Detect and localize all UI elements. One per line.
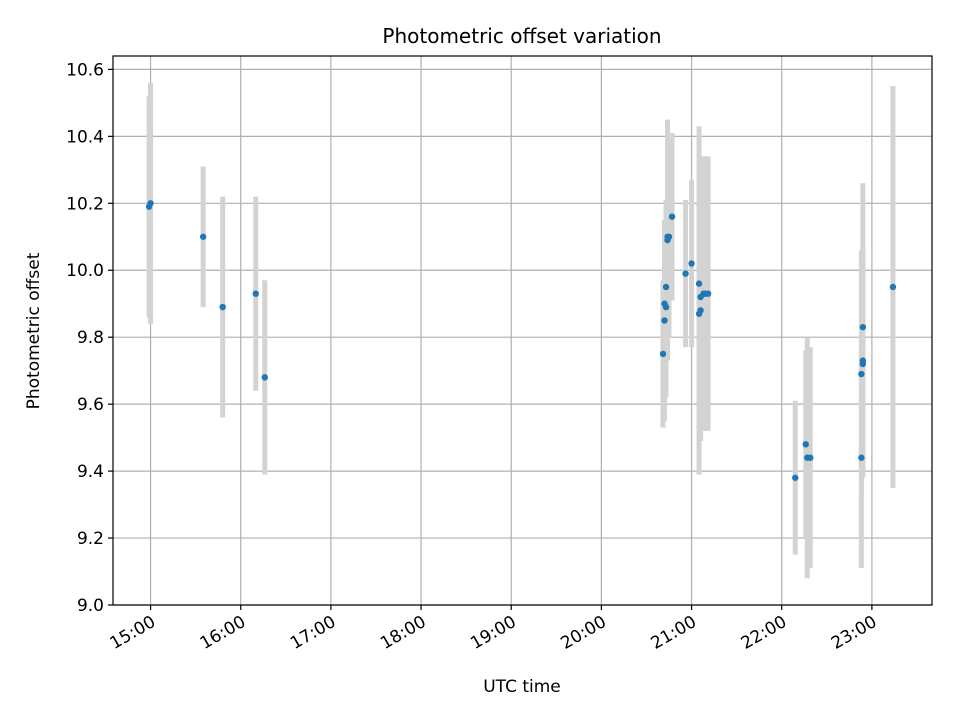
x-tick-label: 20:00 xyxy=(557,612,609,654)
data-point xyxy=(668,213,676,220)
y-tick-label: 10.4 xyxy=(66,127,104,147)
y-tick-label: 9.8 xyxy=(77,328,104,348)
data-point xyxy=(859,323,867,331)
chart-title: Photometric offset variation xyxy=(382,24,661,48)
data-point xyxy=(807,454,814,461)
data-point xyxy=(697,307,704,314)
x-tick-label: 18:00 xyxy=(377,612,429,654)
data-point xyxy=(661,317,668,324)
data-point xyxy=(199,233,207,240)
data-point xyxy=(695,280,703,287)
y-axis-title: Photometric offset xyxy=(24,252,44,409)
y-tick-label: 10.0 xyxy=(66,261,104,281)
data-point xyxy=(261,374,268,381)
data-point xyxy=(659,350,667,358)
data-points xyxy=(145,200,897,481)
data-point xyxy=(662,283,670,291)
data-point xyxy=(147,200,154,207)
data-point xyxy=(889,283,897,291)
data-point xyxy=(682,270,689,277)
data-point xyxy=(858,454,865,461)
x-tick-label: 17:00 xyxy=(287,612,339,654)
y-tick-label: 9.6 xyxy=(77,395,104,415)
data-point xyxy=(792,474,799,481)
data-point xyxy=(858,370,865,378)
data-point xyxy=(859,360,867,368)
axis-ticks: 15:00 16:00 17:00 18:00 19:00 20:00 21:00 22:00… xyxy=(66,60,880,653)
plot-frame xyxy=(112,55,933,606)
y-tick-label: 9.4 xyxy=(77,462,104,482)
x-tick-label: 23:00 xyxy=(828,612,880,654)
x-tick-label: 22:00 xyxy=(738,612,790,654)
x-axis-title: UTC time xyxy=(483,677,561,697)
data-point xyxy=(802,441,809,448)
data-point xyxy=(252,290,259,297)
x-tick-label: 16:00 xyxy=(197,612,249,654)
y-tick-label: 9.0 xyxy=(77,596,104,616)
x-tick-label: 15:00 xyxy=(107,612,159,654)
y-tick-label: 9.2 xyxy=(77,529,104,549)
x-tick-label: 21:00 xyxy=(648,612,700,654)
data-point xyxy=(688,260,695,267)
data-point xyxy=(704,290,712,297)
data-point xyxy=(219,303,226,311)
y-tick-label: 10.2 xyxy=(66,194,104,214)
x-tick-label: 19:00 xyxy=(467,612,519,654)
data-point xyxy=(665,233,673,240)
data-point xyxy=(662,303,670,311)
y-tick-label: 10.6 xyxy=(66,60,104,80)
